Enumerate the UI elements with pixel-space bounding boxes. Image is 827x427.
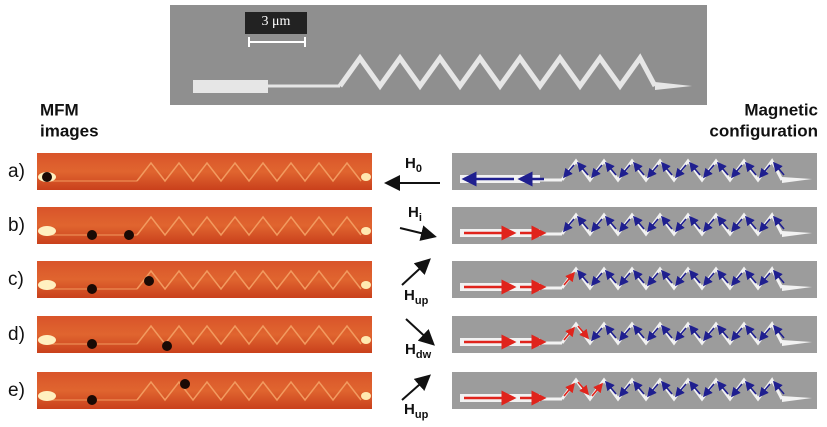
config-image	[452, 316, 817, 353]
domain-wall	[124, 230, 134, 240]
field-arrow	[402, 261, 428, 285]
config-image	[452, 207, 817, 244]
field-label: H0	[405, 155, 422, 175]
domain-wall	[87, 284, 97, 294]
row-label: b)	[8, 215, 25, 236]
field-symbol: H	[405, 155, 416, 172]
field-subscript: dw	[416, 349, 432, 361]
bright-spot	[361, 281, 371, 289]
row-label: c)	[8, 269, 24, 290]
domain-wall	[87, 230, 97, 240]
field-symbol: H	[408, 204, 419, 221]
config-image	[452, 153, 817, 190]
scale-bar-label: 3 μm	[262, 14, 291, 29]
row-label: d)	[8, 324, 25, 345]
field-symbol: H	[404, 401, 415, 418]
domain-wall	[87, 339, 97, 349]
row-label: e)	[8, 380, 25, 401]
mfm-image	[37, 372, 372, 409]
field-symbol: H	[404, 287, 415, 304]
mfm-image	[37, 316, 372, 353]
field-arrow	[400, 228, 433, 236]
figure: 3 μm MFM images Magnetic configuration a…	[0, 0, 827, 427]
mfm-image	[37, 153, 372, 190]
field-subscript: up	[415, 295, 429, 307]
domain-wall	[180, 379, 190, 389]
left-heading: images	[40, 121, 99, 140]
domain-wall	[162, 341, 172, 351]
field-subscript: 0	[416, 163, 422, 175]
config-image	[452, 372, 817, 409]
field-label: Hi	[408, 204, 422, 224]
bright-spot	[361, 227, 371, 235]
config-image	[452, 261, 817, 298]
bright-spot	[361, 336, 371, 344]
mfm-image	[37, 261, 372, 298]
field-subscript: up	[415, 409, 429, 421]
field-label: Hdw	[405, 341, 432, 361]
field-arrow	[402, 377, 428, 400]
bright-spot	[361, 392, 371, 400]
field-label: Hup	[404, 401, 429, 421]
left-heading: MFM	[40, 100, 79, 119]
domain-wall	[87, 395, 97, 405]
mfm-image	[37, 207, 372, 244]
row-label: a)	[8, 161, 25, 182]
domain-wall	[42, 172, 52, 182]
bright-spot	[361, 173, 371, 181]
field-label: Hup	[404, 287, 429, 307]
right-heading: configuration	[709, 121, 818, 140]
field-subscript: i	[419, 212, 422, 224]
right-heading: Magnetic	[744, 100, 818, 119]
field-symbol: H	[405, 341, 416, 358]
field-arrow	[406, 319, 432, 343]
domain-wall	[144, 276, 154, 286]
